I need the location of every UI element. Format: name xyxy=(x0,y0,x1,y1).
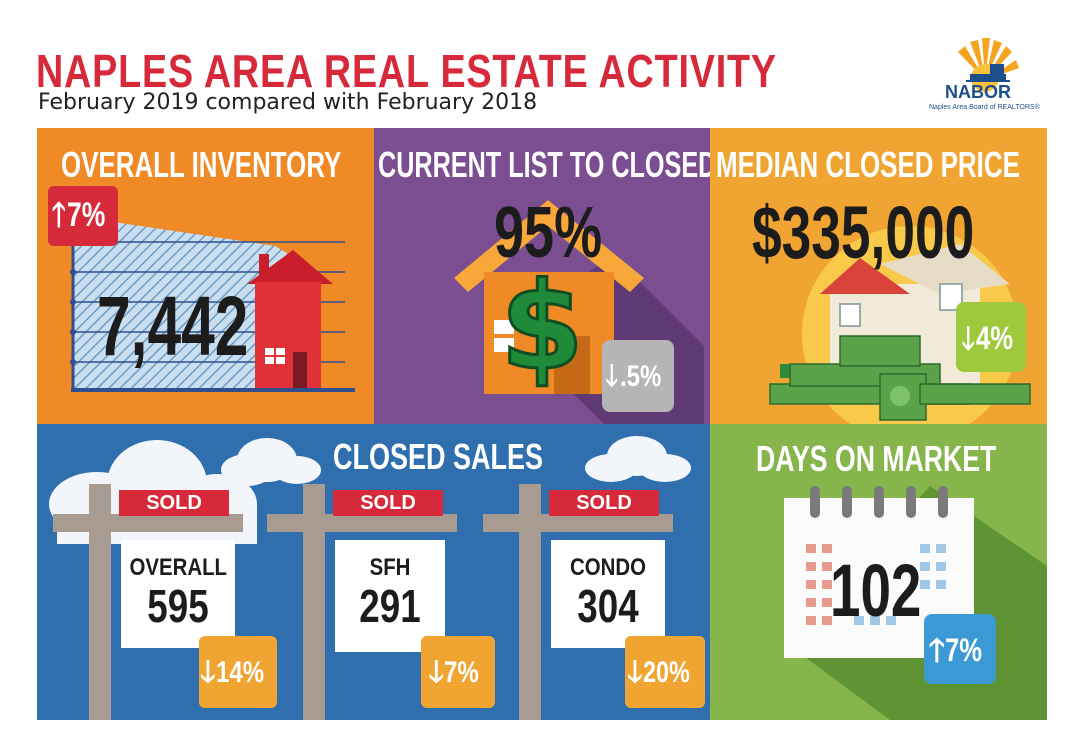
sale-label: OVERALL xyxy=(129,554,228,581)
inventory-chart-icon xyxy=(70,216,355,392)
sale-card-sfh: SFH 291 xyxy=(335,540,445,652)
sale-change-badge: 🡓7% xyxy=(421,636,495,708)
inventory-change-badge: 🡑7% xyxy=(48,186,118,246)
median-closed-price-panel: MEDIAN CLOSED PRICE $335,000 🡓4% xyxy=(710,128,1047,424)
list-to-closed-change: .5% xyxy=(619,360,662,393)
svg-text:$: $ xyxy=(500,258,584,397)
sale-card-condo: CONDO 304 xyxy=(551,540,665,648)
closed-sales-panel: CLOSED SALES SOLD OVERALL 595 🡓14% SOLD … xyxy=(37,424,710,720)
arrow-down-icon: 🡓 xyxy=(605,360,619,393)
nabor-logo-icon xyxy=(958,38,1019,92)
arrow-down-icon: 🡓 xyxy=(428,656,445,689)
cloud-icon xyxy=(585,436,691,482)
page-subtitle: February 2019 compared with February 201… xyxy=(38,90,538,115)
arrow-down-icon: 🡓 xyxy=(627,656,643,689)
arrow-down-icon: 🡓 xyxy=(200,656,216,689)
sold-label: SOLD xyxy=(333,490,443,516)
logo-wordmark: NABOR xyxy=(945,82,1011,102)
closed-sales-heading: CLOSED SALES xyxy=(333,436,544,477)
page-title: NAPLES AREA REAL ESTATE ACTIVITY xyxy=(36,45,777,97)
sale-change-badge: 🡓14% xyxy=(199,636,277,708)
logo-tagline: Naples Area Board of REALTORS® xyxy=(929,104,1040,111)
sale-card-overall: OVERALL 595 xyxy=(121,540,235,648)
inventory-change: 7% xyxy=(67,196,106,234)
sale-change: 14% xyxy=(215,656,264,689)
sale-change-badge: 🡓20% xyxy=(625,636,705,708)
list-to-closed-panel: CURRENT LIST TO CLOSED $ 95% 🡓.5% xyxy=(374,128,710,424)
days-on-market-heading: DAYS ON MARKET xyxy=(756,438,997,479)
median-price-change-badge: 🡓4% xyxy=(956,302,1026,372)
sign-post-icon xyxy=(483,484,673,720)
median-price-heading: MEDIAN CLOSED PRICE xyxy=(716,144,1020,185)
sale-value: 291 xyxy=(359,580,421,632)
list-to-closed-change-badge: 🡓.5% xyxy=(602,340,674,412)
sale-label: SFH xyxy=(369,554,411,581)
sale-value: 595 xyxy=(147,580,209,632)
sold-label: SOLD xyxy=(549,490,659,516)
house-money-icon xyxy=(769,226,1031,424)
days-on-market-change: 7% xyxy=(945,632,983,668)
days-on-market-value: 102 xyxy=(830,549,922,632)
sale-value: 304 xyxy=(577,580,639,632)
days-on-market-panel: DAYS ON MARKET 102 🡑7% xyxy=(710,424,1047,720)
sold-label: SOLD xyxy=(119,490,229,516)
sign-post-icon xyxy=(53,484,243,720)
list-to-closed-value: 95% xyxy=(494,193,603,273)
sale-change: 20% xyxy=(642,656,690,689)
arrow-up-icon: 🡑 xyxy=(928,632,946,668)
arrow-down-icon: 🡓 xyxy=(961,320,975,356)
sign-post-icon xyxy=(267,484,457,720)
median-price-value: $335,000 xyxy=(752,191,975,274)
inventory-heading: OVERALL INVENTORY xyxy=(61,144,342,185)
sale-change: 7% xyxy=(444,656,479,689)
sale-label: CONDO xyxy=(570,554,646,581)
inventory-value: 7,442 xyxy=(97,279,249,373)
overall-inventory-panel: OVERALL INVENTORY 7,442 xyxy=(37,128,374,424)
days-change-badge: 🡑7% xyxy=(924,614,996,684)
arrow-up-icon: 🡑 xyxy=(51,196,66,234)
list-to-closed-heading: CURRENT LIST TO CLOSED xyxy=(378,144,710,185)
median-price-change: 4% xyxy=(976,320,1014,356)
